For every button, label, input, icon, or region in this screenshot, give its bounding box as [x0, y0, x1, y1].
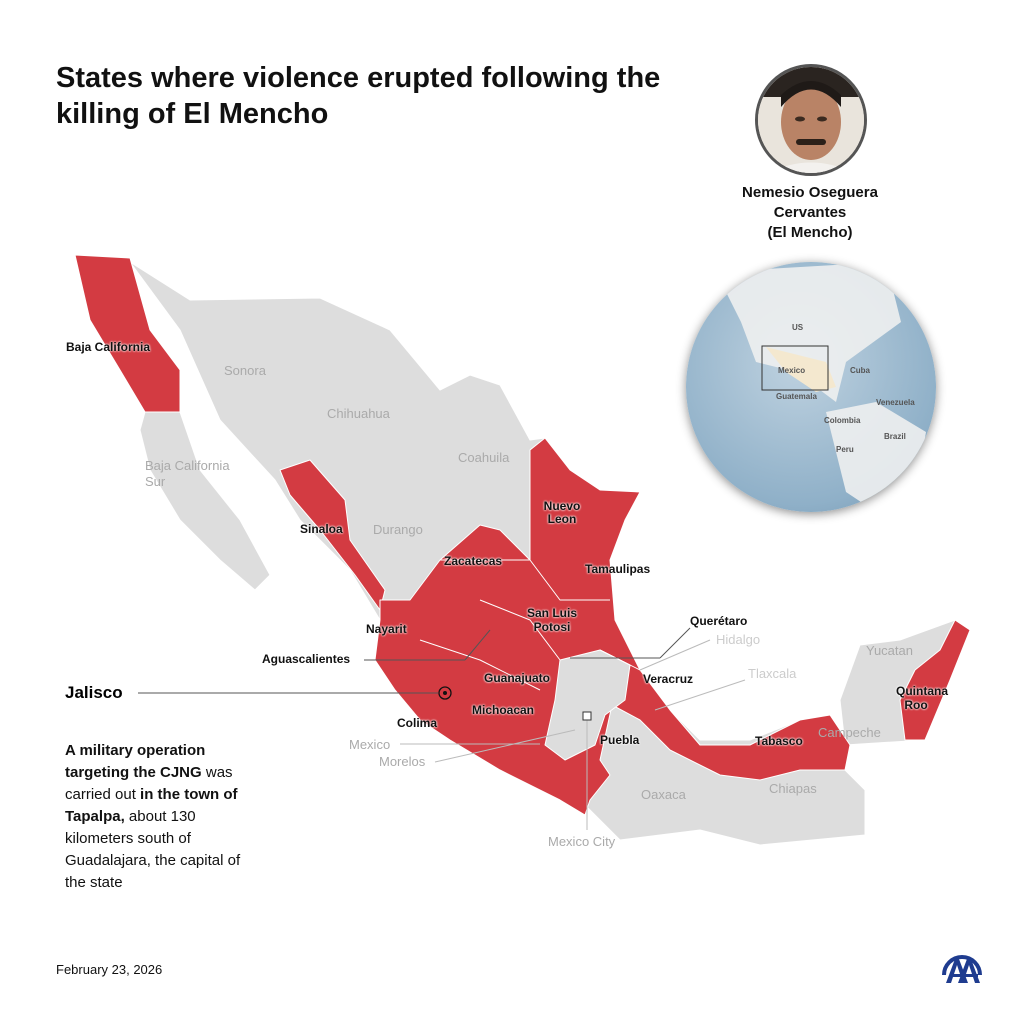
label-oaxaca: Oaxaca — [641, 787, 686, 802]
label-baja-california-sur: Baja California Sur — [145, 458, 230, 489]
person-name: Nemesio Oseguera Cervantes (El Mencho) — [720, 183, 900, 243]
label-baja-california: Baja California — [66, 340, 151, 354]
label-puebla: Puebla — [600, 733, 640, 747]
name-line: Cervantes — [773, 204, 847, 221]
globe-label: Venezuela — [876, 398, 915, 407]
label-zacatecas: Zacatecas — [444, 554, 503, 568]
globe-label: Cuba — [850, 366, 870, 375]
label-chiapas: Chiapas — [769, 781, 817, 796]
label-morelos: Morelos — [379, 754, 426, 769]
globe-label: Brazil — [884, 432, 906, 441]
name-line: (El Mencho) — [767, 224, 853, 241]
globe-label: US — [792, 323, 804, 332]
state-baja-california-sur — [139, 411, 271, 591]
label-tabasco: Tabasco — [755, 734, 803, 748]
label-durango: Durango — [373, 522, 423, 537]
label-campeche: Campeche — [818, 725, 881, 740]
page-title: States where violence erupted following … — [56, 62, 661, 130]
label-guanajuato: Guanajuato — [484, 671, 551, 685]
callout-span: was carried out — [65, 764, 233, 803]
state-baja-california — [74, 254, 181, 413]
label-veracruz: Veracruz — [643, 672, 694, 686]
date: February 23, 2026 — [56, 962, 163, 977]
callout-bold: A military operation targeting the CJNG — [65, 742, 206, 781]
label-aguascalientes: Aguascalientes — [262, 652, 351, 666]
globe-label: Guatemala — [776, 392, 817, 401]
name-line: Nemesio Oseguera — [742, 184, 878, 201]
globe-label: Colombia — [824, 416, 861, 425]
locator-globe: US Mexico Cuba Guatemala Venezuela Colom… — [686, 262, 936, 512]
globe-label: Peru — [836, 445, 854, 454]
callout-text: A military operation targeting the CJNG … — [65, 740, 265, 894]
state-quintana-roo — [899, 619, 971, 741]
label-tlaxcala: Tlaxcala — [748, 666, 797, 681]
globe-label: Mexico — [778, 366, 806, 375]
aa-logo — [940, 945, 984, 990]
label-michoacan: Michoacan — [472, 703, 535, 717]
callout-span: about 130 kilometers south of Guadalajar… — [65, 808, 241, 891]
label-tamaulipas: Tamaulipas — [585, 562, 651, 576]
label-yucatan: Yucatan — [866, 643, 913, 658]
label-nuevo-leon: Nuevo Leon — [543, 499, 581, 526]
mexico-city-marker — [582, 711, 592, 721]
label-quintana-roo: Quintana Roo — [896, 684, 949, 712]
label-nayarit: Nayarit — [366, 622, 407, 636]
callout-state: Jalisco — [65, 683, 123, 702]
label-mexico-city: Mexico City — [548, 834, 616, 849]
label-hidalgo: Hidalgo — [716, 632, 761, 647]
label-sinaloa: Sinaloa — [300, 522, 343, 536]
label-mexico: Mexico — [349, 737, 391, 752]
label-queretaro: Querétaro — [690, 614, 748, 628]
label-colima: Colima — [397, 716, 438, 730]
label-coahuila: Coahuila — [458, 450, 510, 465]
label-chihuahua: Chihuahua — [327, 406, 390, 421]
callout-bold: in the town of Tapalpa, — [65, 786, 238, 825]
tapalpa-marker — [438, 686, 452, 700]
affected-central-states — [374, 437, 851, 816]
label-san-luis-potosi: San Luis Potosi — [526, 606, 577, 634]
label-sonora: Sonora — [224, 363, 266, 378]
